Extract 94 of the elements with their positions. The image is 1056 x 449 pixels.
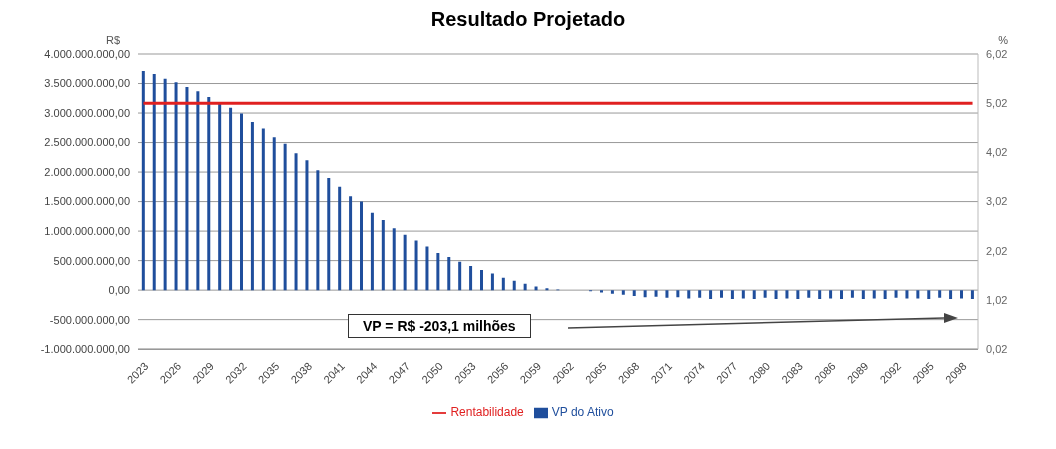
bar [850,290,854,298]
bar [676,290,680,298]
bar [490,273,494,291]
bar [709,290,713,299]
bar [970,290,974,299]
bar [883,290,887,299]
bar [785,290,789,299]
bar [905,290,909,299]
bar [807,290,811,298]
y-tick-label: 0,00 [108,284,130,297]
legend-label: VP do Ativo [551,405,614,420]
annotation: VP = R$ -203,1 milhões [348,314,531,338]
bar [196,91,200,291]
bar [610,290,614,294]
y-tick-label: 4.000.000.000,00 [44,47,130,60]
bar [938,290,942,298]
bar [163,78,167,291]
bar [240,113,243,291]
y-tick-label: 3.500.000.000,00 [44,77,130,90]
bar [349,196,353,291]
bar [763,290,767,298]
chart-title: Resultado Projetado [429,8,627,32]
bar [949,290,953,299]
bar [250,121,254,291]
y2-tick-label: 4,02 [986,146,1008,159]
bar [458,261,462,291]
bar [730,290,734,299]
bar [469,265,473,291]
bar [829,290,833,299]
bar [447,257,451,291]
y-tick-label: 500.000.000,00 [53,254,130,267]
bar [392,228,396,291]
bar [927,290,931,299]
bar [305,160,309,291]
y-tick-label: 2.000.000.000,00 [44,165,130,178]
bar [752,290,756,299]
y2-tick-label: 5,02 [986,97,1008,110]
bar [261,128,265,291]
legend-label: Rentabilidade [450,405,524,420]
y2-tick-label: 6,02 [986,47,1008,60]
bar [338,186,342,291]
bar [370,212,374,291]
bar [894,290,898,298]
bar [141,71,145,291]
bar [665,290,669,298]
bar [185,87,189,291]
y-axis-title: R$ [106,34,121,46]
bar [960,290,963,299]
bar [207,97,211,291]
bar [283,143,287,291]
y2-tick-label: 3,02 [986,195,1008,208]
y-tick-label: -1.000.000.000,00 [40,343,130,356]
bar [632,290,636,297]
bar [796,290,800,299]
bar [480,270,483,291]
bar [294,153,298,291]
bar [152,74,156,291]
bar [327,177,331,291]
bar [687,290,691,299]
bar [774,290,778,299]
y2-tick-label: 0,02 [986,343,1008,356]
bar [229,107,233,291]
bar [720,290,723,298]
bar [523,283,527,291]
y2-axis-title: % [998,34,1008,46]
bar [861,290,865,299]
bar [218,102,222,291]
bar [654,290,658,297]
y-tick-label: -500.000.000,00 [49,313,130,326]
bar [818,290,822,299]
bar [741,290,745,299]
bar [425,246,429,291]
bar [916,290,920,299]
bar [872,290,876,299]
bar [840,290,843,299]
y-tick-label: 1.000.000.000,00 [44,225,130,238]
bar [643,290,647,298]
bar [360,201,363,291]
bar [512,280,516,291]
bar [403,234,407,291]
bar [381,219,385,291]
bar [621,290,625,295]
bar [501,277,505,291]
bar [174,82,178,291]
y-tick-label: 2.500.000.000,00 [44,136,130,149]
y2-tick-label: 2,02 [986,244,1008,257]
y2-tick-label: 1,02 [986,293,1008,306]
bar [414,240,418,291]
bar [272,137,276,291]
y-tick-label: 3.000.000.000,00 [44,106,130,119]
bar [698,290,702,298]
bar [436,252,440,291]
y-tick-label: 1.500.000.000,00 [44,195,130,208]
bar [316,170,320,291]
